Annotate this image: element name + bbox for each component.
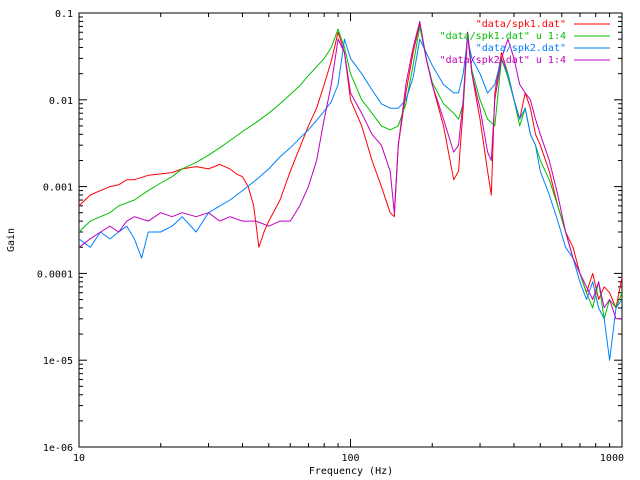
- legend-label-1: "data/spk1.dat": [476, 19, 566, 30]
- plot-frame: [78, 12, 623, 448]
- legend: "data/spk1.dat""data/spk1.dat" u 1:4"dat…: [440, 19, 610, 66]
- y-tick-label: 0.001: [43, 183, 73, 194]
- y-tick-label: 1e-05: [43, 356, 73, 367]
- series-line-4: [78, 20, 622, 320]
- y-tick-label: 0.01: [49, 96, 73, 107]
- legend-label-4: "data/spk2.dat" u 1:4: [440, 55, 566, 66]
- legend-label-3: "data/spk2.dat": [476, 43, 566, 54]
- x-tick-label: 1000: [600, 453, 624, 464]
- y-tick-label: 0.0001: [37, 269, 73, 280]
- y-tick-label: 1e-06: [43, 443, 73, 454]
- y-tick-label: 0.1: [55, 9, 73, 20]
- series-line-1: [78, 23, 623, 309]
- series-line-3: [78, 38, 623, 361]
- x-tick-label: 100: [341, 453, 359, 464]
- y-axis-title: Gain: [6, 228, 17, 252]
- x-axis-title: Frequency (Hz): [309, 466, 393, 477]
- x-tick-label: 10: [73, 453, 85, 464]
- legend-label-2: "data/spk1.dat" u 1:4: [440, 31, 566, 42]
- series-line-2: [78, 25, 623, 320]
